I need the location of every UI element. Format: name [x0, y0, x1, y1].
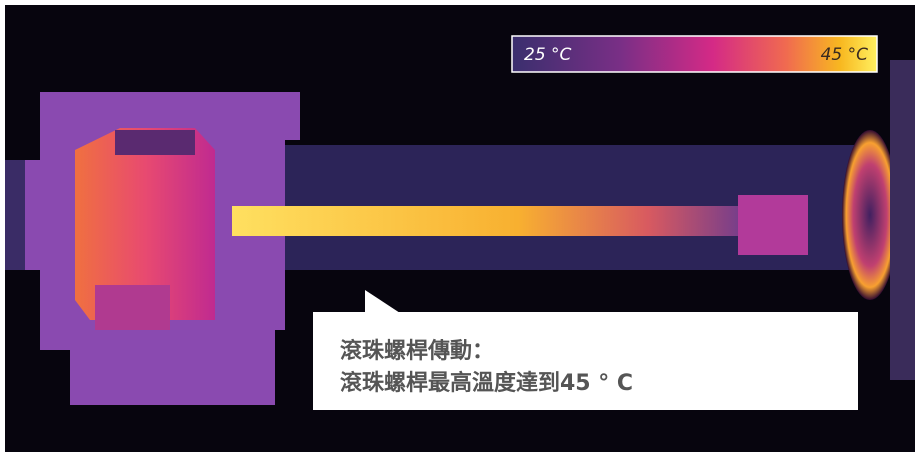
ball-screw: [232, 206, 752, 236]
right-edge: [890, 60, 915, 380]
thermal-image: 25 °C 45 °C 滾珠螺桿傳動： 滾珠螺桿最高溫度達到45 ° C: [0, 0, 915, 452]
nut-block: [738, 195, 808, 255]
scale-min-label: 25 °C: [524, 45, 572, 65]
end-disc: [842, 130, 898, 300]
carriage-foot: [95, 285, 170, 330]
callout-title: 滾珠螺桿傳動：: [340, 339, 494, 364]
scale-max-label: 45 °C: [821, 45, 869, 65]
carriage-slot: [115, 130, 195, 155]
callout-text: 滾珠螺桿最高溫度達到45 ° C: [340, 370, 633, 396]
